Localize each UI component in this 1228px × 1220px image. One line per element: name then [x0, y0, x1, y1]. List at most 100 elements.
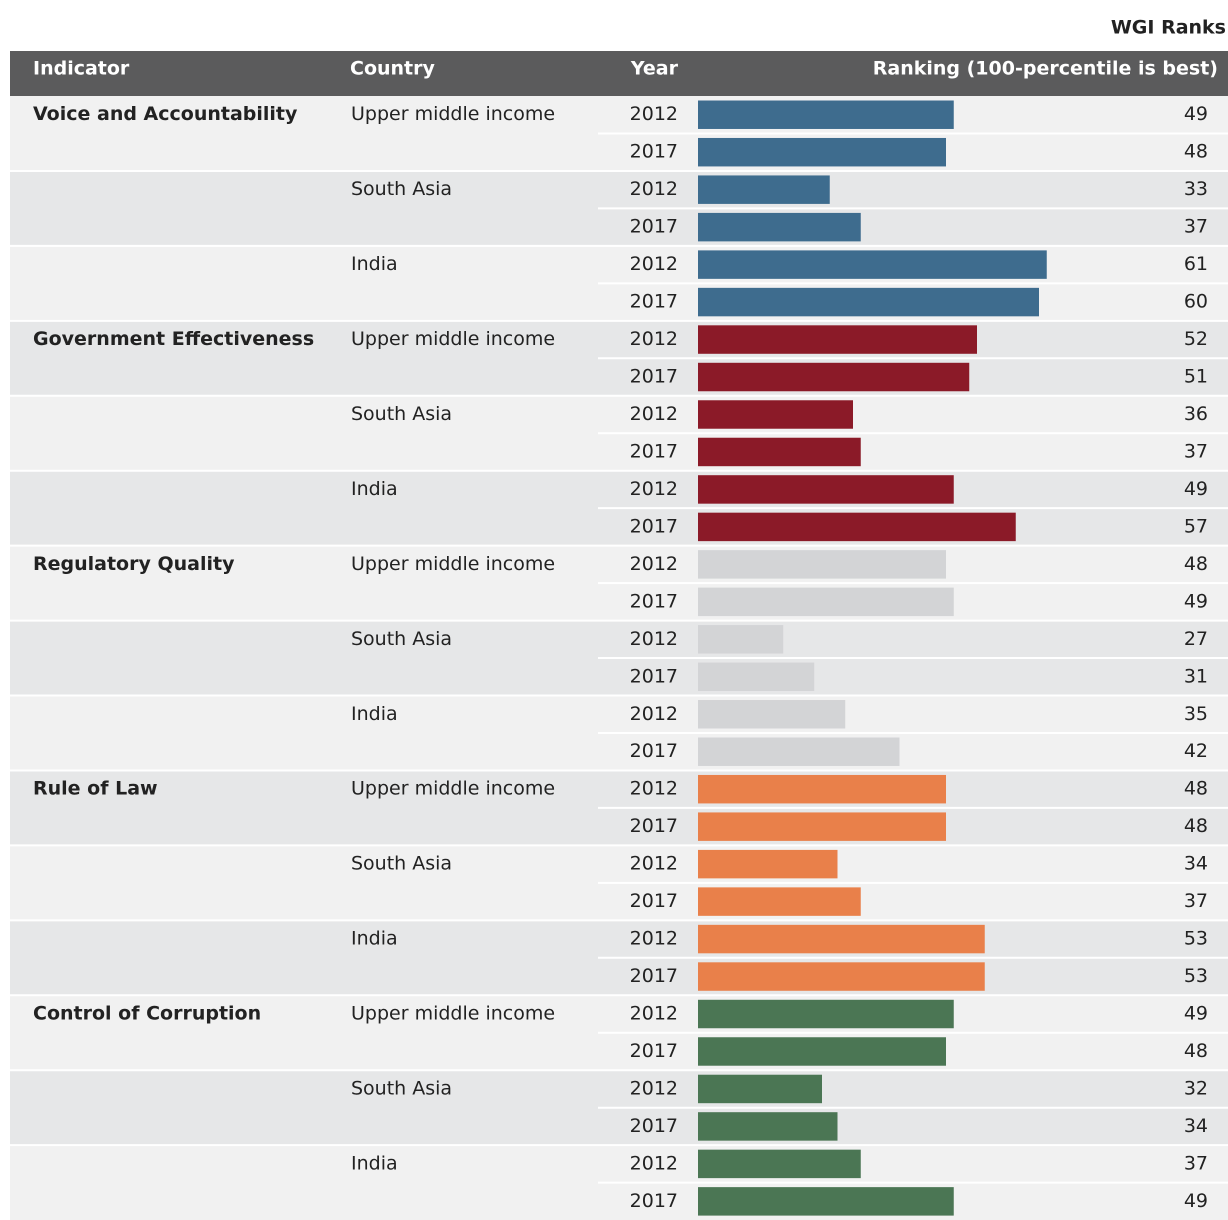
- bar: [698, 250, 1047, 279]
- indicator-label: Voice and Accountability: [33, 103, 298, 125]
- bar: [698, 700, 846, 729]
- year-label: 2012: [630, 403, 678, 425]
- value-label: 48: [1184, 1040, 1208, 1062]
- value-label: 27: [1184, 628, 1208, 650]
- value-label: 32: [1184, 1077, 1208, 1099]
- value-label: 61: [1184, 253, 1208, 275]
- country-label: Upper middle income: [351, 1003, 555, 1025]
- year-label: 2017: [630, 141, 678, 163]
- country-label: India: [351, 1152, 398, 1174]
- bar: [698, 924, 985, 954]
- bar: [698, 962, 985, 991]
- bar: [698, 1037, 946, 1066]
- value-label: 48: [1184, 778, 1208, 800]
- year-label: 2017: [630, 965, 678, 987]
- year-label: 2012: [630, 253, 678, 275]
- country-label: India: [351, 478, 398, 500]
- year-label: 2017: [630, 590, 678, 612]
- value-label: 53: [1184, 928, 1208, 950]
- year-label: 2012: [630, 1003, 678, 1025]
- year-label: 2017: [630, 665, 678, 687]
- year-label: 2012: [630, 703, 678, 725]
- value-label: 36: [1184, 403, 1208, 425]
- bar: [698, 849, 838, 879]
- value-label: 37: [1184, 440, 1208, 462]
- value-label: 48: [1184, 815, 1208, 837]
- value-label: 48: [1184, 141, 1208, 163]
- bar: [698, 100, 954, 129]
- bar: [698, 137, 946, 167]
- bar: [698, 325, 977, 354]
- value-label: 49: [1184, 478, 1208, 500]
- bar: [698, 587, 954, 617]
- bar: [698, 475, 954, 504]
- country-label: Upper middle income: [351, 103, 555, 125]
- year-label: 2017: [630, 890, 678, 912]
- value-label: 49: [1184, 1190, 1208, 1212]
- bar: [698, 1149, 861, 1179]
- bar: [698, 999, 954, 1029]
- year-label: 2012: [630, 1152, 678, 1174]
- year-label: 2012: [630, 853, 678, 875]
- value-label: 60: [1184, 291, 1208, 313]
- year-label: 2017: [630, 291, 678, 313]
- value-label: 49: [1184, 103, 1208, 125]
- country-label: South Asia: [351, 1077, 452, 1099]
- value-label: 51: [1184, 366, 1208, 388]
- bar: [698, 512, 1016, 542]
- year-label: 2012: [630, 778, 678, 800]
- country-label: Upper middle income: [351, 328, 555, 350]
- country-label: South Asia: [351, 853, 452, 875]
- country-label: South Asia: [351, 403, 452, 425]
- bar: [698, 1112, 838, 1141]
- year-label: 2017: [630, 1190, 678, 1212]
- column-header: Ranking (100-percentile is best): [873, 58, 1218, 80]
- year-label: 2012: [630, 1077, 678, 1099]
- value-label: 57: [1184, 515, 1208, 537]
- country-label: India: [351, 703, 398, 725]
- bar: [698, 737, 900, 766]
- indicator-label: Government Effectiveness: [33, 328, 314, 350]
- bar: [698, 400, 853, 429]
- bar: [698, 774, 946, 804]
- country-label: India: [351, 253, 398, 275]
- value-label: 31: [1184, 665, 1208, 687]
- bar: [698, 1187, 954, 1216]
- value-label: 48: [1184, 553, 1208, 575]
- country-label: Upper middle income: [351, 778, 555, 800]
- bar: [698, 1074, 822, 1104]
- bar: [698, 437, 861, 467]
- bar: [698, 287, 1039, 317]
- value-label: 37: [1184, 1152, 1208, 1174]
- year-label: 2017: [630, 1115, 678, 1137]
- year-label: 2012: [630, 553, 678, 575]
- value-label: 37: [1184, 890, 1208, 912]
- country-label: South Asia: [351, 628, 452, 650]
- country-label: Upper middle income: [351, 553, 555, 575]
- year-label: 2017: [630, 1040, 678, 1062]
- year-label: 2012: [630, 628, 678, 650]
- indicator-label: Rule of Law: [33, 778, 158, 800]
- value-label: 34: [1184, 853, 1208, 875]
- year-label: 2017: [630, 515, 678, 537]
- column-header: Year: [630, 58, 679, 80]
- value-label: 52: [1184, 328, 1208, 350]
- column-header: Country: [350, 58, 436, 80]
- value-label: 49: [1184, 590, 1208, 612]
- header-bar: [10, 51, 1228, 96]
- year-label: 2017: [630, 440, 678, 462]
- bar: [698, 212, 861, 242]
- year-label: 2012: [630, 478, 678, 500]
- bar: [698, 550, 946, 579]
- indicator-label: Control of Corruption: [33, 1003, 261, 1025]
- column-header: Indicator: [33, 58, 130, 80]
- year-label: 2017: [630, 740, 678, 762]
- year-label: 2012: [630, 178, 678, 200]
- value-label: 49: [1184, 1003, 1208, 1025]
- country-label: South Asia: [351, 178, 452, 200]
- chart-title: WGI Ranks: [1111, 17, 1226, 39]
- bar: [698, 625, 784, 654]
- year-label: 2017: [630, 815, 678, 837]
- value-label: 42: [1184, 740, 1208, 762]
